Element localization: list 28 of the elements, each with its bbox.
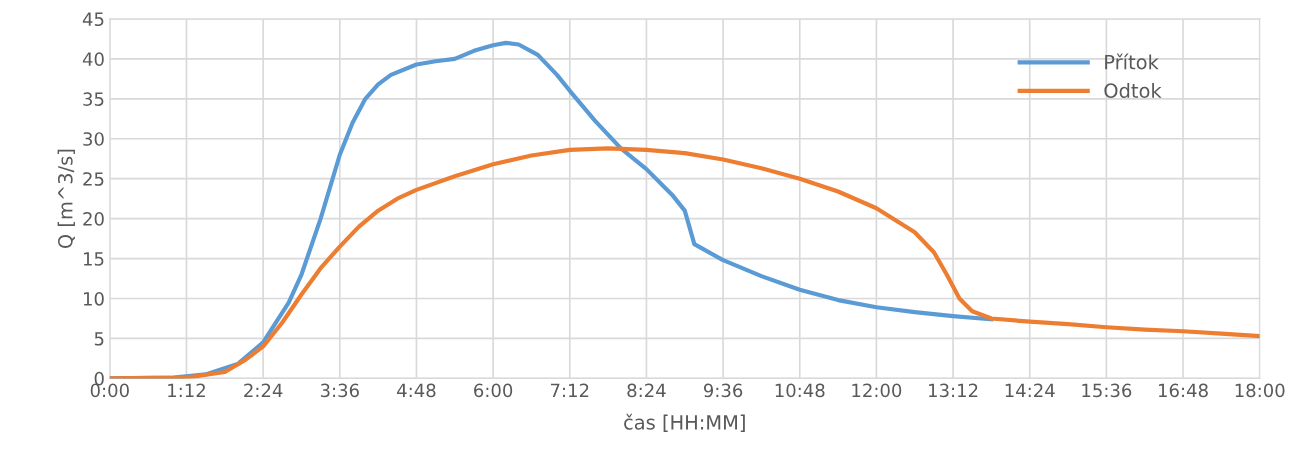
y-tick-label: 10	[83, 291, 104, 306]
x-tick-label: 9:36	[703, 383, 743, 398]
y-tick-label: 35	[83, 92, 104, 106]
y-tick-label: 5	[94, 332, 104, 346]
x-tick-label: 16:48	[1159, 383, 1208, 398]
x-tick-label: 14:24	[1005, 383, 1055, 397]
y-tick-label: 20	[83, 212, 104, 226]
y-axis-title: Q [m^3/s]	[57, 149, 75, 249]
y-tick-label: 45	[82, 12, 104, 27]
y-tick-label: 30	[83, 132, 104, 146]
x-tick-label: 6:00	[474, 383, 513, 398]
x-tick-label: 13:12	[929, 383, 978, 398]
legend-label: Odtok	[1104, 82, 1162, 98]
x-tick-label: 4:48	[397, 383, 436, 398]
x-tick-label: 3:36	[320, 383, 359, 398]
x-tick-label: 18:00	[1235, 383, 1285, 398]
x-tick-label: 1:12	[168, 383, 205, 397]
x-tick-label: 7:12	[550, 383, 589, 397]
x-tick-label: 12:00	[852, 383, 902, 398]
y-tick-label: 25	[83, 172, 104, 186]
x-axis-title: čas [HH:MM]	[624, 413, 745, 432]
x-tick-label: 8:24	[627, 383, 666, 398]
y-tick-label: 15	[83, 252, 104, 266]
legend-label: Přítok	[1105, 53, 1159, 70]
x-tick-label: 2:24	[244, 383, 283, 397]
x-tick-label: 10:48	[775, 383, 825, 398]
x-tick-label: 15:36	[1082, 383, 1132, 398]
y-tick-label: 40	[82, 52, 104, 66]
